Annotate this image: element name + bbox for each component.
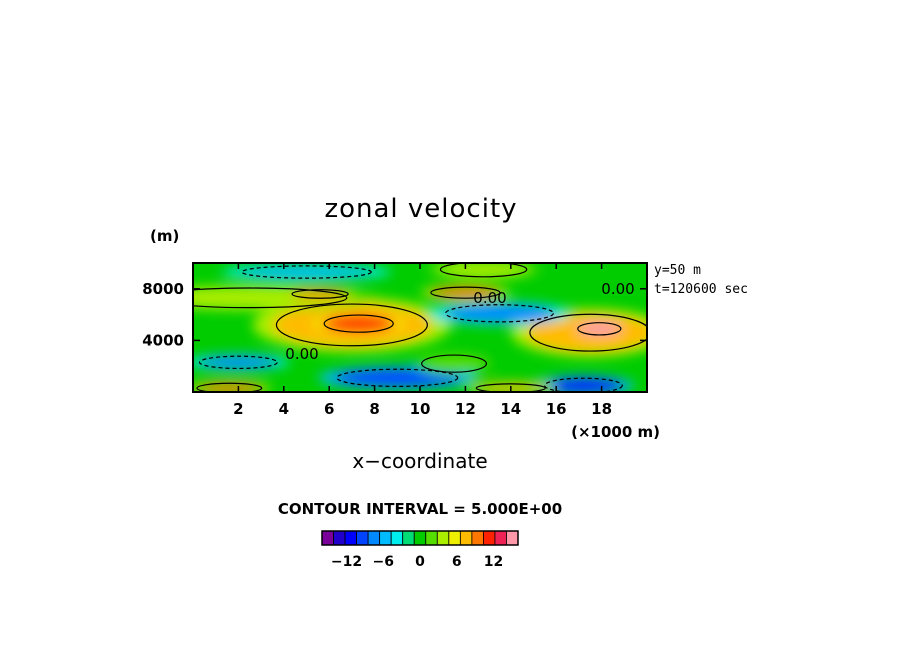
colorbar-swatch: [379, 530, 392, 546]
contour-interval: CONTOUR INTERVAL = 5.000E+00: [278, 500, 562, 518]
colorbar-swatch: [344, 530, 357, 546]
contour-line: [444, 304, 554, 323]
colorbar-swatch: [413, 530, 427, 546]
contour-line: [198, 355, 278, 370]
contour-line: [336, 368, 459, 387]
colorbar-tick-label: −6: [373, 554, 394, 570]
field-feature: [438, 263, 529, 278]
x-tick-label: 16: [546, 400, 567, 418]
y-tick-label: 8000: [142, 280, 184, 298]
field-feature: [442, 304, 557, 323]
field-feature: [195, 382, 264, 392]
colorbar-swatch: [321, 530, 334, 546]
x-tick-label: 14: [500, 400, 521, 418]
x-axis-label: x−coordinate: [352, 449, 487, 473]
field-feature: [429, 286, 502, 299]
colorbar-swatch: [448, 530, 461, 546]
info-time: t=120600 sec: [654, 282, 748, 297]
contour-line: [241, 265, 372, 279]
contour-line: [323, 314, 394, 333]
x-tick-label: 2: [233, 400, 243, 418]
field-feature: [238, 265, 375, 279]
colorbar-swatch: [402, 530, 415, 546]
contour-line: [291, 289, 349, 299]
contour-line: [577, 322, 622, 336]
colorbar-swatch: [436, 530, 450, 546]
colorbar-tick-label: −12: [331, 554, 362, 570]
contour-line: [421, 354, 487, 373]
colorbar-frame: [321, 530, 519, 546]
colorbar-swatch: [506, 530, 519, 546]
colorbar-swatch: [471, 530, 484, 546]
contour-line: [475, 383, 546, 392]
contour-label-1: 0.00: [285, 345, 318, 363]
x-tick-label: 18: [591, 400, 612, 418]
contour-line: [193, 287, 348, 309]
colorbar-tick-label: 6: [452, 554, 462, 570]
colorbar-swatch: [333, 530, 346, 546]
x-tick-label: 10: [410, 400, 431, 418]
contour-label-2: 0.00: [473, 289, 506, 307]
x-tick-label: 6: [324, 400, 334, 418]
colorbar-swatch: [390, 530, 404, 546]
info-y-location: y=50 m: [654, 263, 701, 278]
field-feature: [333, 368, 461, 387]
colorbar-swatch: [356, 530, 369, 546]
chart-title: zonal velocity: [324, 194, 517, 224]
field-feature: [290, 289, 350, 299]
field-feature: [197, 355, 280, 369]
x-unit-label: (×1000 m): [571, 423, 660, 441]
colorbar-tick-label: 0: [415, 554, 425, 570]
colorbar-swatch: [425, 530, 438, 546]
contour-line: [275, 303, 428, 347]
colorbar-swatch: [494, 530, 507, 546]
x-tick-label: 8: [369, 400, 379, 418]
contour-label-3: 0.00: [601, 280, 634, 298]
x-tick-label: 4: [279, 400, 289, 418]
contour-line: [544, 377, 623, 392]
colorbar-swatch: [367, 530, 381, 546]
field-feature: [576, 322, 623, 336]
x-tick-label: 12: [455, 400, 476, 418]
contour-line: [430, 286, 501, 299]
field-feature: [542, 377, 625, 392]
field-feature: [420, 354, 489, 373]
y-tick-label: 4000: [142, 331, 184, 349]
velocity-field: [193, 263, 647, 392]
field-feature: [322, 314, 396, 333]
colorbar: −12 −6 0 6 12: [321, 530, 519, 570]
y-unit-label: (m): [150, 227, 179, 245]
colorbar-swatch: [483, 530, 496, 546]
contour-line: [529, 313, 647, 352]
colorbar-swatch: [459, 530, 473, 546]
colorbar-tick-label: 12: [484, 554, 503, 570]
contour-line: [439, 263, 528, 278]
contour-line: [196, 382, 263, 392]
